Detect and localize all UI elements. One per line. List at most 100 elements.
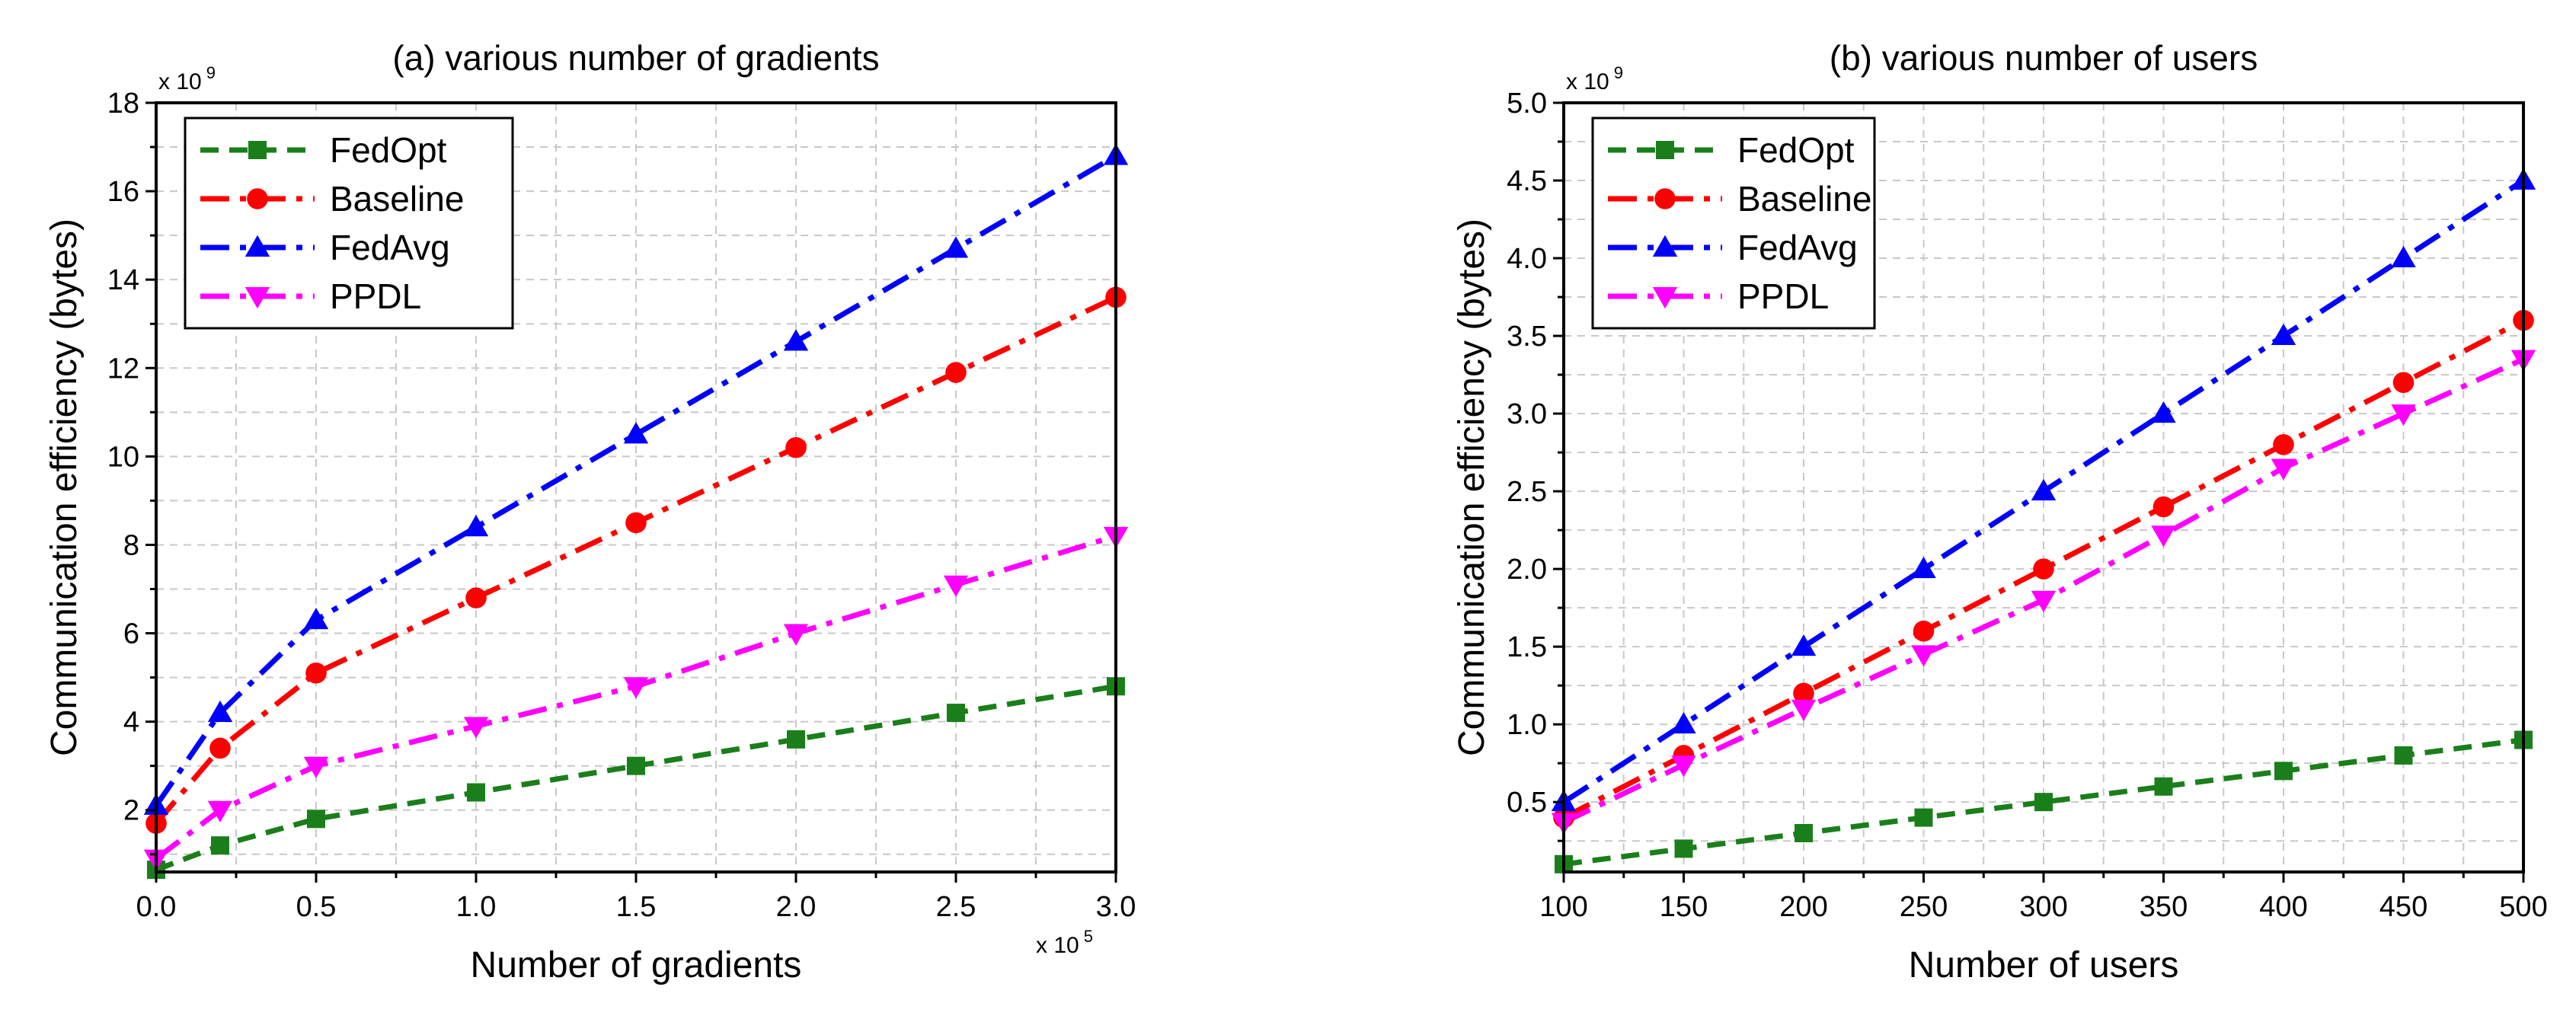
y-axis-multiplier-exponent: 9 <box>206 63 216 82</box>
y-tick-label: 1.0 <box>1507 709 1547 741</box>
y-axis-multiplier-base: x 10 <box>158 69 202 94</box>
legend-item-fedopt: FedOpt <box>1608 130 1855 170</box>
series-line-baseline <box>1562 318 2525 820</box>
data-point <box>1914 808 1933 827</box>
x-tick-label: 200 <box>1779 891 1827 923</box>
data-point <box>2394 746 2413 765</box>
data-point <box>1913 620 1935 642</box>
data-point <box>209 737 231 759</box>
y-tick-label: 2 <box>123 795 139 827</box>
series-line-baseline <box>154 295 1117 826</box>
data-point <box>2392 372 2415 394</box>
x-tick-label: 2.5 <box>936 891 976 923</box>
data-point <box>2274 762 2293 781</box>
data-point <box>2034 793 2053 812</box>
y-tick-label: 2.5 <box>1507 476 1547 508</box>
series-line-fedavg <box>154 153 1117 807</box>
x-axis-multiplier-base: x 10 <box>1036 933 1079 958</box>
legend-marker <box>247 188 268 209</box>
ticks <box>145 101 1117 883</box>
x-tick-label: 250 <box>1900 891 1948 923</box>
data-point <box>2271 458 2296 481</box>
y-tick-label: 10 <box>107 441 139 473</box>
x-tick-label: 450 <box>2379 891 2427 923</box>
legend-item-fedavg: FedAvg <box>1608 228 1858 267</box>
data-point <box>1674 839 1693 858</box>
legend-item-fedavg: FedAvg <box>200 228 450 267</box>
y-tick-label: 8 <box>123 529 139 561</box>
legend-marker <box>244 235 270 257</box>
x-tick-label: 500 <box>2499 891 2547 923</box>
data-point <box>1671 755 1696 778</box>
data-point <box>1791 699 1817 721</box>
y-axis-multiplier-exponent: 9 <box>1614 63 1623 82</box>
legend-item-ppdl: PPDL <box>200 276 421 316</box>
legend-marker <box>244 287 270 309</box>
legend-item-baseline: Baseline <box>200 179 464 219</box>
data-point <box>1671 711 1696 734</box>
x-axis-label: Number of gradients <box>471 945 802 985</box>
data-point <box>463 717 489 739</box>
data-point <box>2271 323 2296 346</box>
x-tick-label: 1.0 <box>456 891 497 923</box>
x-tick-label: 1.5 <box>616 891 657 923</box>
y-tick-label: 3.0 <box>1507 398 1547 430</box>
legend-box <box>184 117 514 330</box>
data-point <box>627 756 645 775</box>
legend-label: FedAvg <box>1737 228 1858 267</box>
chart-title: (a) various number of gradients <box>392 38 879 78</box>
y-axis-multiplier-base: x 10 <box>1566 69 1609 94</box>
y-tick-label: 5.0 <box>1507 88 1547 120</box>
data-point <box>2391 245 2416 268</box>
x-tick-label: 3.0 <box>1096 891 1136 923</box>
y-tick-label: 6 <box>123 618 139 650</box>
legend-marker <box>1652 235 1678 257</box>
legend: FedOpt Baseline FedAvg PPDL <box>1591 117 1876 330</box>
data-point <box>2031 590 2057 613</box>
y-axis-label: Communication efficiency (bytes) <box>1452 219 1492 756</box>
data-point <box>1911 556 1936 579</box>
data-point <box>465 587 487 608</box>
data-point <box>1795 823 1813 842</box>
legend-label: FedAvg <box>330 228 450 267</box>
legend: FedOpt Baseline FedAvg PPDL <box>184 117 514 330</box>
legend-label: FedOpt <box>330 130 447 170</box>
y-tick-label: 1.5 <box>1507 631 1547 663</box>
data-point <box>305 662 327 684</box>
data-point <box>947 704 965 723</box>
data-point <box>787 730 805 749</box>
data-point <box>1791 634 1817 656</box>
y-tick-label: 4 <box>123 707 139 739</box>
x-tick-label: 0.5 <box>296 891 337 923</box>
data-point <box>2153 496 2175 518</box>
data-point <box>303 756 329 778</box>
series-line-fedopt <box>1563 737 2524 867</box>
data-point <box>1793 682 1814 704</box>
legend-box <box>1591 117 1876 330</box>
data-point <box>945 362 967 383</box>
y-tick-label: 2.0 <box>1507 554 1547 586</box>
legend-item-fedopt: FedOpt <box>200 130 447 170</box>
legend-label: Baseline <box>1737 179 1871 219</box>
legend-marker <box>1656 141 1674 159</box>
data-point <box>2391 404 2416 426</box>
legend-label: FedOpt <box>1737 130 1855 170</box>
legend-item-baseline: Baseline <box>1608 179 1871 219</box>
x-tick-label: 400 <box>2259 891 2307 923</box>
series-markers-fedopt <box>147 677 1125 880</box>
data-point <box>783 624 809 646</box>
y-tick-label: 12 <box>107 353 139 385</box>
data-point <box>785 436 807 458</box>
x-axis-multiplier-exponent: 5 <box>1084 927 1093 946</box>
data-point <box>2033 558 2054 580</box>
data-point <box>2154 777 2173 796</box>
data-point <box>2273 434 2294 455</box>
data-point <box>623 677 649 699</box>
legend-marker <box>1654 188 1676 209</box>
data-point <box>207 800 233 822</box>
chart-panel-b: 100 150 200 250 300 350 400 450 500 0.5 1.0 1.5 2.0 2… <box>1452 38 2548 985</box>
x-tick-label: 150 <box>1660 891 1708 923</box>
legend-label: PPDL <box>330 276 421 316</box>
data-point <box>2151 525 2176 548</box>
